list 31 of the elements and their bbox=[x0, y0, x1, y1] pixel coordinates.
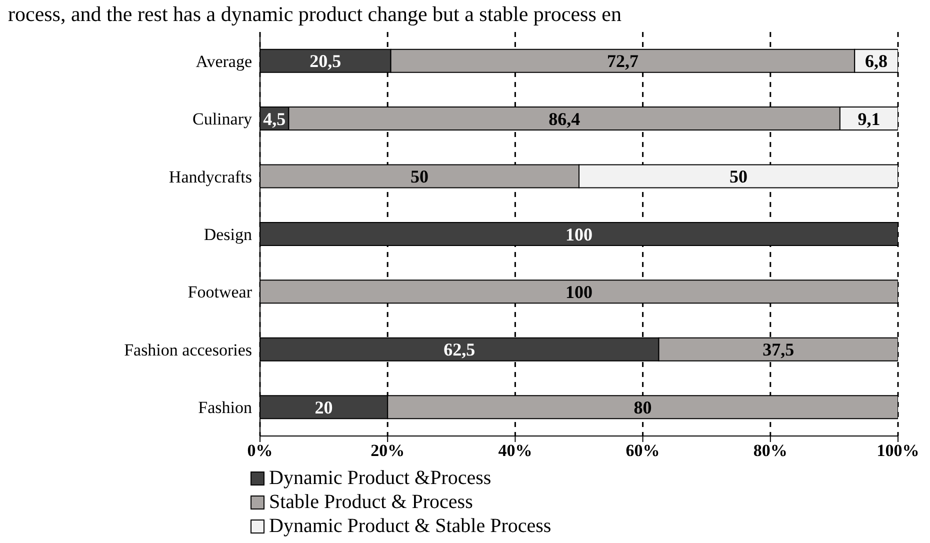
y-tick-label: Average bbox=[196, 52, 252, 71]
y-tick-label: Handycrafts bbox=[168, 167, 252, 186]
legend-label: Stable Product & Process bbox=[269, 491, 473, 513]
data-label: 37,5 bbox=[762, 340, 794, 360]
x-tick-label: 20% bbox=[370, 441, 405, 460]
y-tick-label: Culinary bbox=[192, 110, 252, 129]
data-label: 50 bbox=[410, 166, 428, 187]
text: rocess, and the rest has a dynamic product change but a stable process en bbox=[8, 2, 622, 26]
legend-label: Dynamic Product & Stable Process bbox=[269, 515, 552, 537]
data-label: 20 bbox=[314, 397, 333, 418]
data-label: 86,4 bbox=[548, 108, 580, 129]
data-label: 20,5 bbox=[310, 51, 342, 72]
legend-label: Dynamic Product &Process bbox=[269, 467, 492, 489]
x-tick-label: 80% bbox=[753, 441, 788, 460]
x-tick-label: 0% bbox=[247, 441, 273, 460]
y-tick-label: Fashion accesories bbox=[124, 340, 252, 360]
x-tick-label: 60% bbox=[626, 441, 660, 460]
data-label: 4,5 bbox=[263, 108, 286, 129]
data-label: 50 bbox=[730, 166, 748, 187]
data-label: 80 bbox=[634, 397, 652, 418]
data-label: 100 bbox=[566, 282, 592, 302]
y-tick-label: Design bbox=[204, 225, 252, 244]
x-tick-label: 40% bbox=[498, 441, 532, 460]
data-label: 100 bbox=[566, 224, 592, 244]
y-tick-label: Footwear bbox=[188, 282, 252, 302]
data-label: 9,1 bbox=[858, 108, 880, 129]
data-label: 62,5 bbox=[444, 340, 476, 360]
y-tick-label: Fashion bbox=[198, 398, 252, 418]
data-label: 6,8 bbox=[865, 51, 888, 72]
x-tick-label: 100% bbox=[876, 441, 920, 460]
data-label: 72,7 bbox=[606, 51, 638, 72]
